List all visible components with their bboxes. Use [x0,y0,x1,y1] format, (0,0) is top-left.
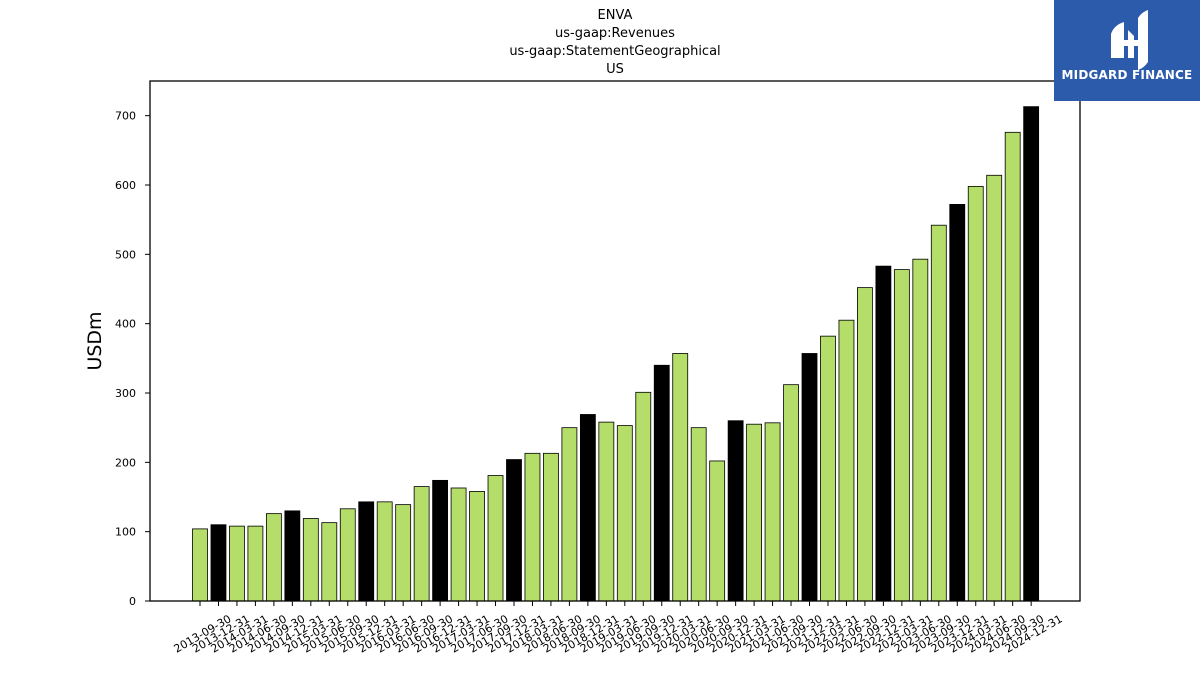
y-tick-label: 400 [115,318,136,331]
bar-2013-12-31 [210,524,227,602]
y-tick-label: 200 [115,456,136,469]
midgard-finance-logo: MIDGARD FINANCE [1054,0,1200,101]
bar-2023-09-30 [930,224,947,602]
bar-2014-06-30 [247,525,264,602]
bar-2017-12-31 [506,459,522,602]
y-tick-label: 500 [115,248,136,261]
bar-2016-06-30 [395,504,412,602]
bar-2020-06-30 [690,427,707,602]
bar-2021-03-31 [746,423,762,602]
bar-2023-06-30 [912,258,929,602]
bar-2016-12-31 [432,479,449,602]
chart-title-line-3: us-gaap:StatementGeographical [509,44,721,59]
bar-2017-03-31 [450,487,467,602]
chart-title: ENVA us-gaap:Revenues us-gaap:StatementG… [0,7,1200,79]
bar-2015-03-31 [302,518,319,602]
bar-2020-12-31 [727,420,744,602]
bar-2022-03-31 [820,335,836,602]
bar-2022-09-30 [857,287,873,602]
bar-2019-12-31 [653,364,670,602]
bar-2023-03-31 [893,269,910,602]
midgard-logo-icon [1111,10,1148,70]
bar-2016-03-31 [376,501,393,602]
y-axis-label: USDm [84,311,106,370]
bar-2014-03-31 [229,525,245,602]
bar-2020-03-31 [672,353,689,602]
chart-title-line-1: ENVA [597,8,633,23]
bar-2015-06-30 [321,522,338,602]
chart-title-line-2: us-gaap:Revenues [555,26,675,41]
y-tick-label: 300 [115,387,136,400]
bar-2015-12-31 [358,501,375,602]
logo-text: MIDGARD FINANCE [1061,68,1193,82]
bar-2024-03-31 [967,185,984,602]
bar-2024-09-30 [1004,131,1021,602]
bar-2020-09-30 [709,460,726,602]
y-tick-label: 100 [115,526,136,539]
bar-2022-12-31 [875,265,892,602]
y-tick-label: 600 [115,179,136,192]
bar-2019-03-31 [598,421,615,602]
bar-2018-03-31 [524,452,541,602]
bar-2013-09-30 [192,528,208,602]
bar-2021-09-30 [783,384,799,602]
bar-2017-06-30 [469,491,485,602]
bar-2016-09-30 [413,486,430,602]
bar-2019-09-30 [635,391,652,602]
bar-2019-06-30 [616,425,633,602]
bar-2024-12-31 [1023,106,1040,602]
bar-2021-12-31 [801,353,818,602]
bar-2017-09-30 [487,475,504,602]
bar-2018-06-30 [543,452,559,602]
bars-group [192,106,1040,602]
bar-2022-06-30 [838,319,855,602]
bar-2024-06-30 [986,174,1003,602]
bar-2021-06-30 [764,422,781,602]
bar-2018-12-31 [579,414,596,602]
chart-title-line-4: US [606,62,624,77]
plot-frame [149,80,1081,602]
bar-2015-09-30 [339,508,356,602]
y-tick-label: 700 [115,110,136,123]
y-tick-label: 0 [129,595,136,608]
bar-2014-12-31 [284,510,301,602]
bar-2018-09-30 [561,427,578,602]
bar-2023-12-31 [949,204,966,602]
bar-2014-09-30 [265,513,282,602]
